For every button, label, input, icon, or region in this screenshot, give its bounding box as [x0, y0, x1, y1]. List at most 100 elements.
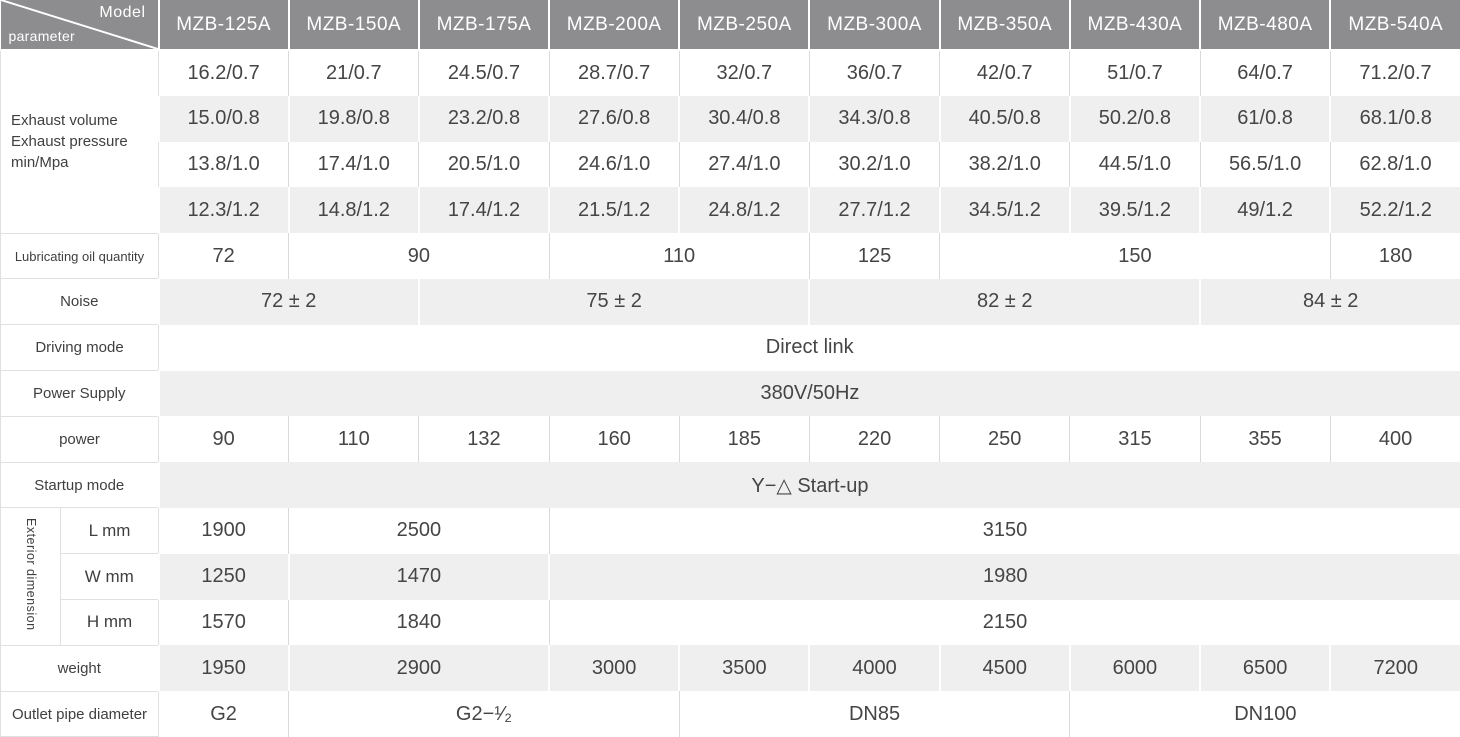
table-row: Exhaust volume Exhaust pressure min/Mpa … — [0, 49, 1460, 234]
spec-cell: 16.2/0.7 — [157, 50, 289, 96]
spec-cell: 12.3/1.2 — [157, 187, 289, 234]
spec-cell: 72 ± 2 — [157, 278, 419, 325]
spec-cell: 21/0.7 — [288, 50, 419, 96]
spec-cell: 20.5/1.0 — [418, 141, 550, 188]
spec-cell: 4000 — [808, 645, 940, 692]
spec-cell: 23.2/0.8 — [417, 95, 550, 142]
table-row: Exterior dimension L mm 1900 2500 3150 — [0, 507, 1460, 646]
model-header: MZB-125A — [157, 0, 289, 51]
spec-cell: 68.1/0.8 — [1329, 95, 1460, 142]
spec-cell: 71.2/0.7 — [1329, 50, 1460, 96]
spec-cell: 32/0.7 — [678, 50, 810, 96]
exhaust-label-line: Exhaust pressure — [11, 133, 128, 151]
model-header: MZB-200A — [548, 0, 680, 51]
table-row: 12.3/1.2 14.8/1.2 17.4/1.2 21.5/1.2 24.8… — [1, 187, 1460, 234]
spec-cell: 3150 — [548, 507, 1460, 554]
spec-cell: 1900 — [157, 507, 289, 554]
spec-cell: 7200 — [1329, 645, 1460, 692]
spec-cell: 15.0/0.8 — [157, 95, 289, 142]
spec-cell: 110 — [288, 416, 419, 463]
exhaust-label-line: Exhaust volume — [11, 112, 118, 130]
corner-label-parameter: parameter — [8, 28, 76, 44]
table-row: power 90 110 132 160 185 220 250 315 355… — [0, 415, 1460, 463]
corner-label-model: Model — [99, 4, 146, 21]
spec-cell: 17.4/1.2 — [417, 187, 550, 234]
model-header: MZB-150A — [287, 0, 419, 51]
spec-cell: 2500 — [288, 507, 550, 554]
spec-cell: 19.8/0.8 — [287, 95, 419, 142]
spec-cell: 44.5/1.0 — [1069, 141, 1200, 188]
spec-cell: 6000 — [1068, 645, 1200, 692]
spec-cell: 27.4/1.0 — [678, 141, 810, 188]
spec-cell: 2900 — [287, 645, 550, 692]
spec-cell: 64/0.7 — [1199, 50, 1331, 96]
spec-cell: 42/0.7 — [939, 50, 1070, 96]
spec-cell: 90 — [288, 233, 550, 279]
model-header: MZB-300A — [808, 0, 940, 51]
spec-cell: 14.8/1.2 — [287, 187, 419, 234]
spec-cell: 4500 — [938, 645, 1070, 692]
spec-cell: 220 — [808, 416, 940, 463]
spec-cell: 250 — [939, 416, 1070, 463]
spec-cell: 75 ± 2 — [417, 278, 810, 325]
spec-cell: 27.7/1.2 — [808, 187, 940, 234]
spec-cell: 49/1.2 — [1198, 187, 1331, 234]
row-label-outlet-pipe-diameter: Outlet pipe diameter — [0, 690, 159, 737]
spec-cell: 40.5/0.8 — [938, 95, 1070, 142]
spec-cell: 39.5/1.2 — [1068, 187, 1200, 234]
spec-cell: 50.2/0.8 — [1068, 95, 1200, 142]
spec-cell: 1470 — [287, 553, 550, 600]
spec-cell: 27.6/0.8 — [548, 95, 680, 142]
spec-cell: 185 — [678, 416, 810, 463]
spec-cell: 160 — [548, 416, 680, 463]
spec-cell: DN100 — [1069, 691, 1460, 737]
spec-cell: 355 — [1199, 416, 1331, 463]
model-header: MZB-540A — [1329, 0, 1460, 51]
corner-cell: Model parameter — [0, 0, 159, 51]
table-row: 15.0/0.8 19.8/0.8 23.2/0.8 27.6/0.8 30.4… — [1, 95, 1460, 142]
spec-cell: 72 — [157, 233, 289, 279]
table-row: Lubricating oil quantity 72 90 110 125 1… — [0, 232, 1460, 280]
table-row: H mm 1570 1840 2150 — [1, 599, 1460, 646]
spec-cell: Y−△ Start-up — [157, 462, 1460, 508]
spec-cell: G2−¹⁄₂ — [288, 691, 680, 737]
row-label-exhaust: Exhaust volume Exhaust pressure min/Mpa — [0, 49, 159, 234]
spec-cell: 56.5/1.0 — [1199, 141, 1331, 188]
spec-cell: 36/0.7 — [808, 50, 940, 96]
spec-cell: 30.4/0.8 — [678, 95, 810, 142]
spec-cell: 150 — [939, 233, 1331, 279]
spec-cell: 62.8/1.0 — [1329, 141, 1460, 188]
table-row: W mm 1250 1470 1980 — [1, 553, 1460, 601]
spec-cell: 61/0.8 — [1198, 95, 1331, 142]
spec-cell: 28.7/0.7 — [548, 50, 680, 96]
spec-cell: 21.5/1.2 — [548, 187, 680, 234]
table-row: Power Supply 380V/50Hz — [0, 370, 1460, 417]
row-label-length: L mm — [60, 507, 159, 555]
spec-cell: 84 ± 2 — [1198, 278, 1460, 325]
spec-cell: 132 — [418, 416, 550, 463]
spec-cell: Direct link — [158, 324, 1460, 371]
spec-cell: 380V/50Hz — [157, 370, 1460, 417]
spec-cell: 125 — [808, 233, 940, 279]
spec-cell: 1950 — [157, 645, 289, 692]
row-label-power-supply: Power Supply — [0, 370, 159, 417]
model-header: MZB-175A — [417, 0, 550, 51]
spec-cell: 24.8/1.2 — [678, 187, 810, 234]
header-row: Model parameter MZB-125A MZB-150A MZB-17… — [0, 0, 1460, 51]
table-row: Driving mode Direct link — [0, 324, 1460, 372]
spec-cell: 315 — [1069, 416, 1200, 463]
spec-cell: 3000 — [548, 645, 680, 692]
table-row: 13.8/1.0 17.4/1.0 20.5/1.0 24.6/1.0 27.4… — [1, 141, 1460, 188]
model-header: MZB-250A — [678, 0, 810, 51]
diagonal-divider-line — [0, 0, 158, 49]
spec-cell: 51/0.7 — [1069, 50, 1200, 96]
spec-cell: 1250 — [157, 553, 289, 600]
spec-cell: 110 — [548, 233, 810, 279]
table-row: Startup mode Y−△ Start-up — [0, 461, 1460, 509]
spec-cell: 82 ± 2 — [808, 278, 1200, 325]
spec-cell: 180 — [1329, 233, 1460, 279]
spec-cell: 90 — [157, 416, 289, 463]
row-label-weight: weight — [0, 644, 159, 692]
row-label-oil: Lubricating oil quantity — [0, 232, 159, 280]
